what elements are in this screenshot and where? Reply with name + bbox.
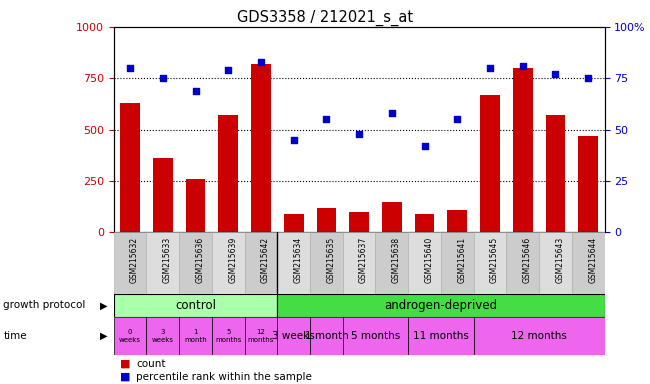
Bar	[186, 179, 205, 232]
Bar	[506, 232, 539, 294]
Bar	[474, 232, 506, 294]
Bar	[408, 317, 474, 355]
Bar	[244, 232, 278, 294]
Text: ▶: ▶	[99, 300, 107, 310]
Text: GSM215642: GSM215642	[261, 237, 270, 283]
Bar	[153, 158, 173, 232]
Bar	[278, 294, 604, 317]
Text: GSM215643: GSM215643	[556, 237, 564, 283]
Point	[125, 65, 135, 71]
Point	[190, 88, 201, 94]
Bar	[212, 317, 244, 355]
Text: androgen-deprived: androgen-deprived	[384, 299, 497, 312]
Text: 3
weeks: 3 weeks	[152, 329, 174, 343]
Bar	[480, 95, 500, 232]
Text: 5
months: 5 months	[215, 329, 241, 343]
Text: time: time	[3, 331, 27, 341]
Point	[583, 75, 593, 81]
Bar	[349, 212, 369, 232]
Point	[452, 116, 463, 122]
Text: 3 weeks: 3 weeks	[272, 331, 315, 341]
Text: control: control	[175, 299, 216, 312]
Bar	[284, 214, 304, 232]
Text: GSM215633: GSM215633	[162, 237, 172, 283]
Bar	[382, 202, 402, 232]
Bar	[251, 64, 271, 232]
Point	[517, 63, 528, 69]
Bar	[212, 232, 244, 294]
Point	[321, 116, 332, 122]
Text: ■: ■	[120, 372, 131, 382]
Text: GSM215637: GSM215637	[359, 237, 368, 283]
Point	[223, 67, 233, 73]
Bar	[513, 68, 532, 232]
Text: GSM215639: GSM215639	[228, 237, 237, 283]
Point	[289, 137, 299, 143]
Text: GSM215635: GSM215635	[326, 237, 335, 283]
Bar	[278, 232, 310, 294]
Bar	[441, 232, 474, 294]
Bar	[120, 103, 140, 232]
Bar	[310, 232, 343, 294]
Text: GSM215634: GSM215634	[294, 237, 303, 283]
Text: GSM215632: GSM215632	[130, 237, 139, 283]
Bar	[572, 232, 604, 294]
Text: GSM215640: GSM215640	[424, 237, 434, 283]
Text: 12 months: 12 months	[511, 331, 567, 341]
Bar	[545, 115, 566, 232]
Bar	[114, 232, 146, 294]
Text: GSM215641: GSM215641	[458, 237, 466, 283]
Text: GSM215638: GSM215638	[392, 237, 401, 283]
Text: growth protocol: growth protocol	[3, 300, 86, 310]
Text: 0
weeks: 0 weeks	[119, 329, 141, 343]
Text: 12
months: 12 months	[248, 329, 274, 343]
Bar	[146, 317, 179, 355]
Bar	[317, 208, 336, 232]
Bar	[343, 232, 376, 294]
Text: ■: ■	[120, 359, 131, 369]
Bar	[179, 317, 212, 355]
Point	[354, 131, 364, 137]
Bar	[179, 232, 212, 294]
Bar	[578, 136, 598, 232]
Text: 11 months: 11 months	[413, 331, 469, 341]
Point	[157, 75, 168, 81]
Bar	[244, 317, 278, 355]
Bar	[539, 232, 572, 294]
Point	[387, 110, 397, 116]
Bar	[218, 115, 238, 232]
Text: GSM215644: GSM215644	[588, 237, 597, 283]
Bar	[146, 232, 179, 294]
Text: 1
month: 1 month	[184, 329, 207, 343]
Text: GDS3358 / 212021_s_at: GDS3358 / 212021_s_at	[237, 10, 413, 26]
Point	[256, 59, 266, 65]
Bar	[114, 294, 278, 317]
Text: count: count	[136, 359, 166, 369]
Bar	[343, 317, 408, 355]
Text: ▶: ▶	[99, 331, 107, 341]
Text: GSM215645: GSM215645	[490, 237, 499, 283]
Bar	[278, 317, 310, 355]
Point	[551, 71, 561, 77]
Bar	[310, 317, 343, 355]
Bar	[415, 214, 434, 232]
Bar	[376, 232, 408, 294]
Text: 1 month: 1 month	[305, 331, 348, 341]
Bar	[447, 210, 467, 232]
Text: percentile rank within the sample: percentile rank within the sample	[136, 372, 313, 382]
Text: GSM215646: GSM215646	[523, 237, 532, 283]
Bar	[474, 317, 604, 355]
Point	[485, 65, 495, 71]
Text: 5 months: 5 months	[351, 331, 400, 341]
Text: GSM215636: GSM215636	[196, 237, 205, 283]
Point	[419, 143, 430, 149]
Bar	[114, 317, 146, 355]
Bar	[408, 232, 441, 294]
